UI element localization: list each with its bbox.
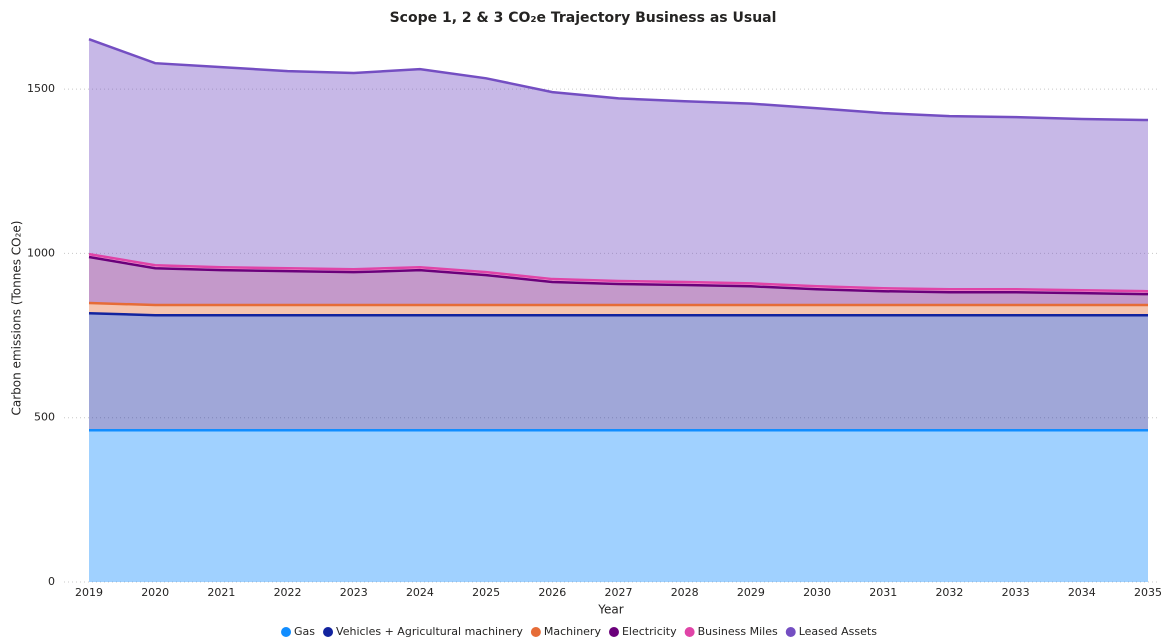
legend-label: Business Miles <box>698 625 778 638</box>
y-tick-label: 0 <box>48 575 55 588</box>
area-band <box>89 257 1148 306</box>
legend-label: Leased Assets <box>799 625 877 638</box>
x-tick-label: 2031 <box>869 586 897 599</box>
x-tick-label: 2029 <box>737 586 765 599</box>
x-tick-label: 2032 <box>935 586 963 599</box>
y-tick-label: 1000 <box>27 246 55 259</box>
legend-marker <box>684 627 695 637</box>
x-axis-title: Year <box>597 603 623 617</box>
legend-marker <box>323 627 334 637</box>
legend-label: Machinery <box>544 625 602 638</box>
area-band <box>89 39 1148 292</box>
x-tick-label: 2025 <box>472 586 500 599</box>
legend-marker <box>281 627 292 637</box>
area-line <box>88 252 1149 293</box>
x-tick-label: 2027 <box>605 586 633 599</box>
x-tick-label: 2020 <box>141 586 169 599</box>
legend-marker <box>530 627 541 637</box>
legend-marker <box>608 627 619 637</box>
x-tick-label: 2024 <box>406 586 434 599</box>
area-line <box>88 311 1148 317</box>
area-band <box>89 313 1148 431</box>
legend: Gas Vehicles + Agricultural machinery Mach… <box>281 625 877 638</box>
x-tick-label: 2033 <box>1002 586 1030 599</box>
x-tick-label: 2022 <box>274 586 302 599</box>
x-tick-label: 2019 <box>75 586 103 599</box>
x-tick-label: 2034 <box>1068 586 1096 599</box>
x-tick-label: 2023 <box>340 586 368 599</box>
legend-marker <box>785 627 796 637</box>
legend-label: Vehicles + Agricultural machinery <box>336 625 523 638</box>
legend-label: Electricity <box>622 625 677 638</box>
area-line <box>88 255 1149 296</box>
y-tick-label: 500 <box>34 411 55 424</box>
area-line <box>88 38 1149 122</box>
x-tick-label: 2030 <box>803 586 831 599</box>
area-band <box>89 430 1148 582</box>
legend-label: Gas <box>294 625 315 638</box>
x-tick-label: 2026 <box>538 586 566 599</box>
x-tick-label: 2035 <box>1134 586 1162 599</box>
y-tick-label: 1500 <box>27 82 55 95</box>
x-tick-label: 2028 <box>671 586 699 599</box>
y-axis-title: Carbon emissions (Tonnes CO₂e) <box>10 221 24 416</box>
area-line <box>88 301 1148 307</box>
x-tick-label: 2021 <box>207 586 235 599</box>
chart-title: Scope 1, 2 & 3 CO₂e Trajectory Business … <box>390 10 777 26</box>
